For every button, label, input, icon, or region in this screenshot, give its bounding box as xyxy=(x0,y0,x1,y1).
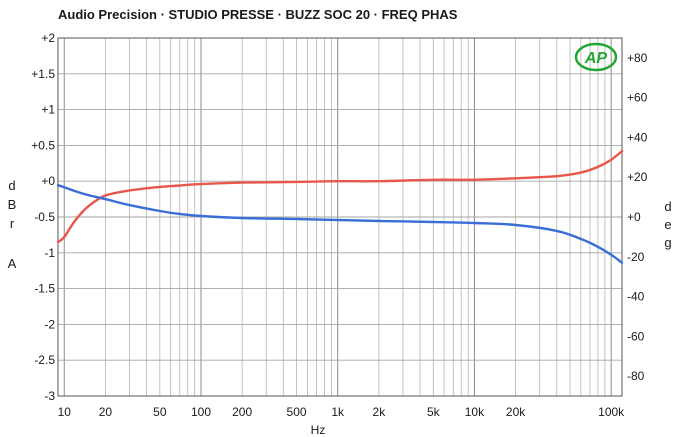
y-right-tick-labels: +80 +60 +40 +20 +0 -20 -40 -60 -80 xyxy=(627,51,648,383)
plot-frame xyxy=(57,37,623,397)
y-left-tick-label: -2.5 xyxy=(34,353,55,367)
ap-logo: AP xyxy=(574,42,618,72)
series-line-level xyxy=(56,149,624,244)
y-left-tick-label: +1 xyxy=(41,103,55,117)
y-left-tick-label: +0 xyxy=(41,174,55,188)
x-tick-label: 5k xyxy=(427,405,441,419)
y-right-tick-label: -80 xyxy=(627,369,645,383)
x-tick-label: 50 xyxy=(153,405,167,419)
x-tick-label: 10k xyxy=(465,405,485,419)
x-tick-label: 100 xyxy=(191,405,211,419)
y-left-tick-label: -0.5 xyxy=(34,210,55,224)
x-tick-label: 200 xyxy=(232,405,252,419)
y-left-tick-label: +0.5 xyxy=(31,138,55,152)
x-tick-label: 100k xyxy=(598,405,625,419)
ap-logo-ring xyxy=(574,42,618,72)
y-right-tick-label: +60 xyxy=(627,91,648,105)
y-right-label-letter: d xyxy=(664,199,671,214)
x-tick-label: 20 xyxy=(99,405,113,419)
y-right-tick-label: +20 xyxy=(627,170,648,184)
y-left-tick-label: -1 xyxy=(44,246,55,260)
y-right-tick-label: +0 xyxy=(627,210,641,224)
series-line-phase xyxy=(56,184,624,264)
y-left-label-letter: d xyxy=(8,178,15,193)
y-left-label-letter: r xyxy=(10,216,15,231)
y-right-tick-label: -40 xyxy=(627,290,645,304)
x-tick-label: 10 xyxy=(58,405,72,419)
y-left-tick-label: +1.5 xyxy=(31,67,55,81)
x-tick-label: 20k xyxy=(506,405,526,419)
x-tick-label: 500 xyxy=(287,405,307,419)
y-right-tick-label: -60 xyxy=(627,329,645,343)
y-right-label-letter: g xyxy=(664,235,671,250)
y-right-label-letter: e xyxy=(664,217,671,232)
ap-logo-text: AP xyxy=(584,50,608,67)
y-right-tick-label: -20 xyxy=(627,250,645,264)
y-left-axis-label: d B r A xyxy=(8,178,17,271)
series-layer xyxy=(56,149,624,264)
y-left-label-letter: A xyxy=(8,256,17,271)
y-right-axis-label: d e g xyxy=(664,199,671,250)
y-right-tick-label: +80 xyxy=(627,51,648,65)
y-left-tick-label: -2 xyxy=(44,317,55,331)
y-left-label-letter: B xyxy=(8,197,17,212)
x-tick-label: 1k xyxy=(331,405,345,419)
y-left-tick-labels: +2 +1.5 +1 +0.5 +0 -0.5 -1 -1.5 -2 -2.5 -3 xyxy=(31,31,55,403)
y-left-tick-label: -1.5 xyxy=(34,282,55,296)
chart-title: Audio Precision · STUDIO PRESSE · BUZZ S… xyxy=(58,7,458,22)
x-axis-label: Hz xyxy=(311,423,326,437)
y-left-tick-label: +2 xyxy=(41,31,55,45)
x-tick-labels: 10 20 50 100 200 500 1k 2k 5k 10k 20k 100k xyxy=(58,405,626,419)
y-left-tick-label: -3 xyxy=(44,389,55,403)
x-tick-label: 2k xyxy=(373,405,387,419)
y-right-tick-label: +40 xyxy=(627,130,648,144)
